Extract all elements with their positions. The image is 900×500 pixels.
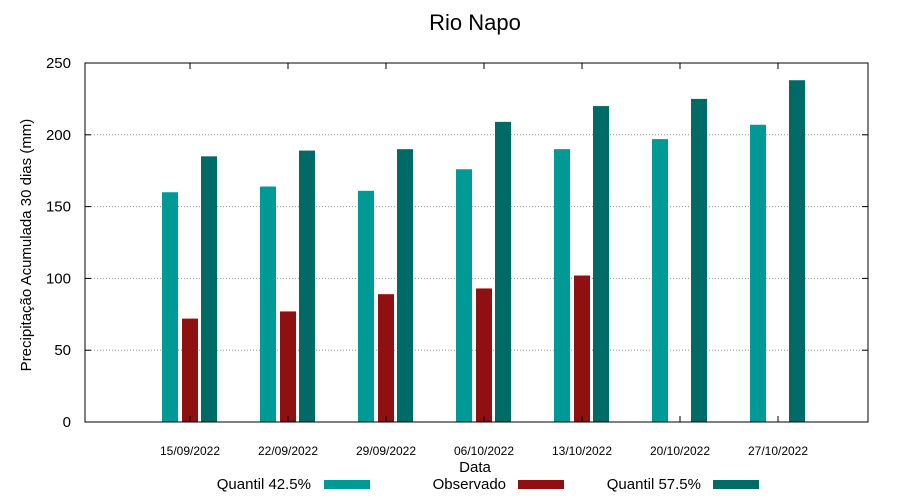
- bar-quantil-57-5--1: [201, 156, 217, 422]
- bar-quantil-57-5--6: [691, 98, 707, 423]
- bar-quantil-57-5--2: [299, 150, 315, 422]
- chart-title: Rio Napo: [429, 10, 521, 35]
- x-axis-label: Data: [459, 459, 491, 476]
- y-axis-label: Precipitação Acumulada 30 dias (mm): [18, 119, 35, 372]
- y-tick-label: 250: [46, 55, 71, 72]
- bar-quantil-42-5--7: [750, 124, 766, 423]
- bar-quantil-42-5--6: [652, 139, 668, 422]
- bar-observado-4: [476, 288, 492, 422]
- x-tick-label: 22/09/2022: [258, 444, 318, 458]
- x-tick-label: 29/09/2022: [356, 444, 416, 458]
- x-tick-label: 15/09/2022: [160, 444, 220, 458]
- bars: [162, 80, 805, 423]
- y-tick-label: 0: [63, 414, 71, 431]
- bar-observado-1: [182, 318, 198, 422]
- y-tick-label: 50: [54, 342, 71, 359]
- x-tick-label: 06/10/2022: [454, 444, 514, 458]
- bar-observado-2: [280, 311, 296, 422]
- legend: Quantil 42.5% Observado Quantil 57.5%: [217, 476, 759, 493]
- x-axis-ticks: 15/09/2022 22/09/2022 29/09/2022 06/10/2022…: [160, 63, 808, 458]
- bar-quantil-57-5--5: [593, 106, 609, 422]
- legend-swatch: [518, 480, 564, 489]
- bar-quantil-57-5--7: [789, 80, 805, 423]
- bar-quantil-42-5--5: [554, 149, 570, 422]
- bar-observado-3: [378, 294, 394, 422]
- bar-quantil-42-5--1: [162, 192, 178, 422]
- x-tick-label: 13/10/2022: [552, 444, 612, 458]
- x-tick-label: 27/10/2022: [748, 444, 808, 458]
- bar-quantil-42-5--4: [456, 169, 472, 422]
- bar-quantil-57-5--3: [397, 149, 413, 422]
- y-axis-ticks: 0 50 100 150 200 250: [46, 55, 868, 431]
- y-tick-label: 150: [46, 199, 71, 216]
- bar-quantil-42-5--2: [260, 186, 276, 422]
- legend-swatch: [713, 480, 759, 489]
- x-tick-label: 20/10/2022: [650, 444, 710, 458]
- legend-label: Observado: [433, 476, 506, 493]
- y-tick-label: 200: [46, 127, 71, 144]
- y-tick-label: 100: [46, 270, 71, 287]
- legend-swatch: [324, 480, 370, 489]
- bar-observado-5: [574, 275, 590, 422]
- legend-label: Quantil 57.5%: [607, 476, 701, 493]
- plot-frame: [84, 62, 869, 423]
- bar-quantil-42-5--3: [358, 190, 374, 422]
- bar-quantil-57-5--4: [495, 121, 511, 422]
- legend-label: Quantil 42.5%: [217, 476, 311, 493]
